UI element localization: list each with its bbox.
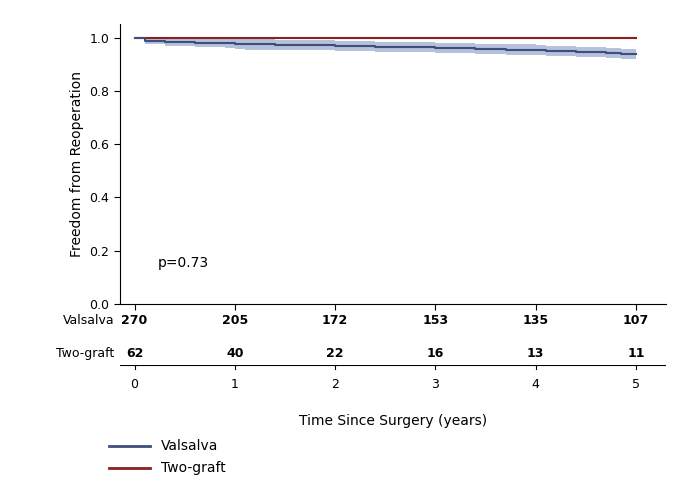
Text: 13: 13 (527, 347, 544, 360)
Text: 40: 40 (226, 347, 244, 360)
Text: Valsalva: Valsalva (62, 314, 114, 327)
Text: Two-graft: Two-graft (161, 461, 226, 475)
Text: 62: 62 (126, 347, 143, 360)
Text: Time Since Surgery (years): Time Since Surgery (years) (298, 414, 487, 428)
Text: 11: 11 (627, 347, 645, 360)
Text: 22: 22 (326, 347, 344, 360)
Text: Valsalva: Valsalva (161, 439, 219, 453)
Text: 4: 4 (531, 378, 540, 392)
Text: 172: 172 (322, 314, 348, 327)
Text: 5: 5 (632, 378, 640, 392)
Text: 153: 153 (422, 314, 449, 327)
Text: 205: 205 (222, 314, 248, 327)
Text: 270: 270 (122, 314, 148, 327)
Y-axis label: Freedom from Reoperation: Freedom from Reoperation (70, 71, 83, 257)
Text: 16: 16 (427, 347, 444, 360)
Text: 1: 1 (231, 378, 239, 392)
Text: Two-graft: Two-graft (56, 347, 114, 360)
Text: 2: 2 (331, 378, 339, 392)
Text: p=0.73: p=0.73 (158, 256, 209, 270)
Text: 3: 3 (432, 378, 439, 392)
Text: 107: 107 (623, 314, 649, 327)
Text: 135: 135 (522, 314, 548, 327)
Text: 0: 0 (130, 378, 139, 392)
